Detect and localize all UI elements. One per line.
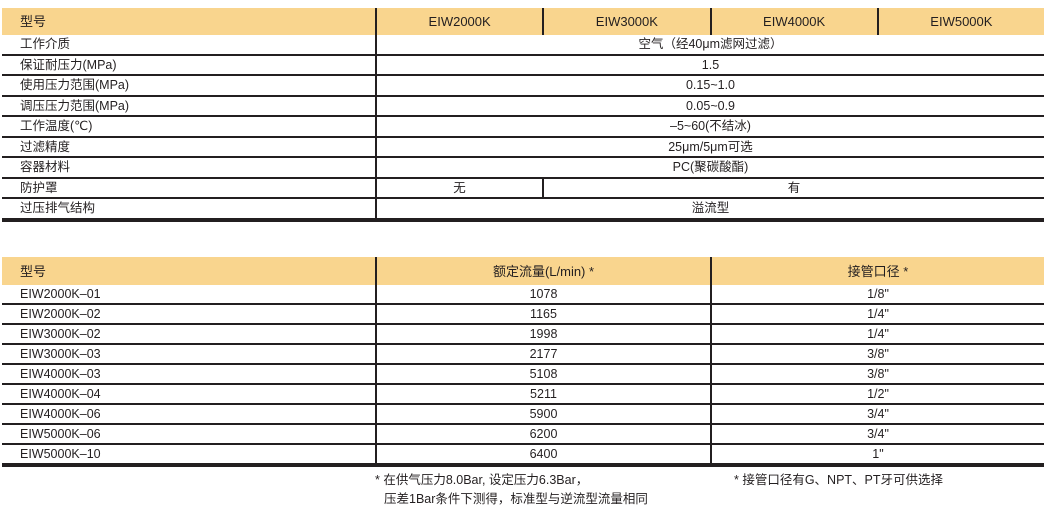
spec-row-value: 0.05~0.9	[685, 98, 735, 113]
spec-row-relief-structure: 过压排气结构 溢流型	[2, 199, 1044, 222]
flow-row-flow: 5108	[377, 365, 712, 383]
flow-table-row: EIW3000K–02 1998 1/4"	[2, 325, 1044, 345]
port-footnote: * 接管口径有G、NPT、PT牙可供选择	[734, 471, 943, 490]
flow-row-model: EIW3000K–02	[2, 325, 377, 343]
flow-row-port: 1/4"	[867, 306, 889, 321]
spec-row-label: 调压压力范围(MPa)	[2, 96, 377, 115]
spec-header-model-eiw4000k: EIW4000K	[712, 8, 879, 35]
flow-table-row: EIW3000K–03 2177 3/8"	[2, 345, 1044, 365]
spec-header-model-eiw3000k: EIW3000K	[544, 8, 712, 35]
flow-header-model-label: 型号	[2, 257, 377, 285]
flow-table-row: EIW5000K–10 6400 1"	[2, 445, 1044, 467]
spec-row-label: 使用压力范围(MPa)	[2, 76, 377, 95]
spec-row-label: 防护罩	[2, 178, 377, 197]
flow-table-row: EIW2000K–01 1078 1/8"	[2, 285, 1044, 305]
flow-footnote-line1: * 在供气压力8.0Bar, 设定压力6.3Bar，	[375, 473, 589, 487]
spec-row-value-others: 有	[787, 180, 801, 195]
flow-row-port: 1/2"	[867, 386, 889, 401]
flow-row-model: EIW2000K–01	[2, 285, 377, 303]
spec-header-model-eiw5000k: EIW5000K	[930, 14, 993, 29]
spec-row-label: 保证耐压力(MPa)	[2, 55, 377, 74]
flow-row-model: EIW3000K–03	[2, 345, 377, 363]
flow-header-rated-flow: 额定流量(L/min) *	[377, 257, 712, 285]
spec-row-value: 1.5	[701, 57, 720, 72]
flow-row-model: EIW4000K–03	[2, 365, 377, 383]
flow-row-flow: 6400	[377, 445, 712, 463]
spec-row-value: 25μm/5μm可选	[668, 139, 753, 154]
flow-header-port-size: 接管口径 *	[847, 263, 909, 279]
spec-row-operating-pressure-range: 使用压力范围(MPa) 0.15~1.0	[2, 76, 1044, 97]
flow-row-port: 3/4"	[867, 406, 889, 421]
flow-table: 型号 额定流量(L/min) * 接管口径 * EIW2000K–01 1078…	[2, 257, 1044, 467]
spec-table-header-row: 型号 EIW2000K EIW3000K EIW4000K EIW5000K	[2, 8, 1044, 35]
spec-row-label: 工作温度(℃)	[2, 117, 377, 136]
flow-row-flow: 1998	[377, 325, 712, 343]
flow-table-row: EIW2000K–02 1165 1/4"	[2, 305, 1044, 325]
flow-row-model: EIW4000K–04	[2, 385, 377, 403]
flow-footnote: * 在供气压力8.0Bar, 设定压力6.3Bar， 压差1Bar条件下测得，标…	[375, 471, 648, 509]
flow-footnote-line2: 压差1Bar条件下测得，标准型与逆流型流量相同	[384, 492, 648, 506]
flow-row-port: 1/8"	[867, 286, 889, 301]
flow-row-flow: 2177	[377, 345, 712, 363]
flow-row-port: 3/8"	[867, 346, 889, 361]
flow-row-flow: 1165	[377, 305, 712, 323]
flow-table-row: EIW4000K–04 5211 1/2"	[2, 385, 1044, 405]
spec-row-label: 过滤精度	[2, 137, 377, 156]
spec-row-value: –5~60(不结冰)	[670, 119, 751, 133]
flow-row-model: EIW2000K–02	[2, 305, 377, 323]
port-footnote-line1: * 接管口径有G、NPT、PT牙可供选择	[734, 473, 944, 487]
spec-row-value: 0.15~1.0	[685, 78, 735, 92]
spec-row-filtration-rating: 过滤精度 25μm/5μm可选	[2, 137, 1044, 158]
flow-row-model: EIW4000K–06	[2, 405, 377, 423]
flow-table-header-row: 型号 额定流量(L/min) * 接管口径 *	[2, 257, 1044, 285]
flow-row-port: 1"	[872, 446, 884, 461]
flow-row-port: 1/4"	[867, 326, 889, 341]
spec-row-value: PC(聚碳酸酯)	[672, 160, 749, 174]
flow-table-row: EIW4000K–06 5900 3/4"	[2, 405, 1044, 425]
flow-row-model: EIW5000K–10	[2, 445, 377, 463]
spec-row-label: 工作介质	[2, 35, 377, 54]
flow-row-port: 3/8"	[867, 366, 889, 381]
spec-row-bowl-material: 容器材料 PC(聚碳酸酯)	[2, 158, 1044, 179]
spec-row-medium: 工作介质 空气（经40μm滤网过滤）	[2, 35, 1044, 56]
spec-header-model-eiw2000k: EIW2000K	[377, 8, 545, 35]
flow-table-row: EIW4000K–03 5108 3/8"	[2, 365, 1044, 385]
flow-table-row: EIW5000K–06 6200 3/4"	[2, 425, 1044, 445]
spec-row-regulating-pressure-range: 调压压力范围(MPa) 0.05~0.9	[2, 96, 1044, 117]
spec-row-label: 过压排气结构	[2, 199, 377, 218]
spec-header-model-label: 型号	[2, 8, 377, 35]
flow-row-model: EIW5000K–06	[2, 425, 377, 443]
flow-row-flow: 6200	[377, 425, 712, 443]
flow-row-flow: 5900	[377, 405, 712, 423]
spec-row-label: 容器材料	[2, 158, 377, 177]
spec-table: 型号 EIW2000K EIW3000K EIW4000K EIW5000K 工…	[2, 8, 1044, 222]
flow-row-flow: 1078	[377, 285, 712, 303]
spec-row-value: 溢流型	[691, 201, 730, 215]
spec-row-proof-pressure: 保证耐压力(MPa) 1.5	[2, 55, 1044, 76]
flow-row-port: 3/4"	[867, 426, 889, 441]
spec-row-bowl-guard: 防护罩 无 有	[2, 178, 1044, 199]
flow-row-flow: 5211	[377, 385, 712, 403]
spec-row-operating-temperature: 工作温度(℃) –5~60(不结冰)	[2, 117, 1044, 138]
spec-row-value-eiw2000k: 无	[377, 178, 544, 197]
spec-row-value: 空气（经40μm滤网过滤）	[638, 37, 783, 51]
